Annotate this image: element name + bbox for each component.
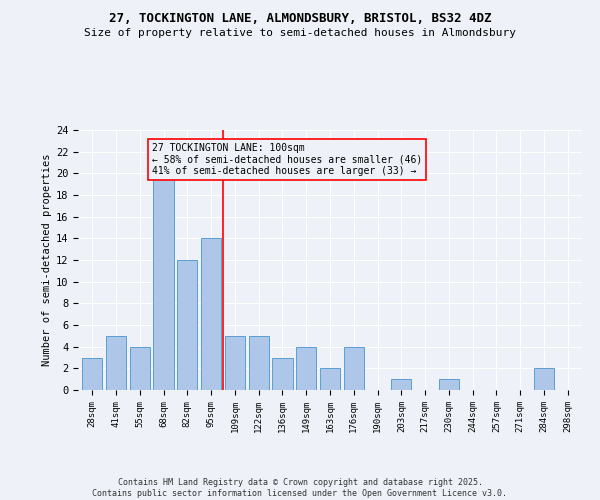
Text: Size of property relative to semi-detached houses in Almondsbury: Size of property relative to semi-detach… [84,28,516,38]
Bar [272,358,293,390]
Bar [248,336,269,390]
Bar [534,368,554,390]
Bar [154,174,173,390]
Text: 27, TOCKINGTON LANE, ALMONDSBURY, BRISTOL, BS32 4DZ: 27, TOCKINGTON LANE, ALMONDSBURY, BRISTO… [109,12,491,26]
Y-axis label: Number of semi-detached properties: Number of semi-detached properties [41,154,52,366]
Text: 27 TOCKINGTON LANE: 100sqm
← 58% of semi-detached houses are smaller (46)
41% of: 27 TOCKINGTON LANE: 100sqm ← 58% of semi… [152,143,422,176]
Bar [439,379,459,390]
Bar [201,238,221,390]
Bar [320,368,340,390]
Text: Contains HM Land Registry data © Crown copyright and database right 2025.
Contai: Contains HM Land Registry data © Crown c… [92,478,508,498]
Bar [344,346,364,390]
Bar [177,260,197,390]
Bar [391,379,412,390]
Bar [106,336,126,390]
Bar [296,346,316,390]
Bar [130,346,150,390]
Bar [225,336,245,390]
Bar [82,358,103,390]
